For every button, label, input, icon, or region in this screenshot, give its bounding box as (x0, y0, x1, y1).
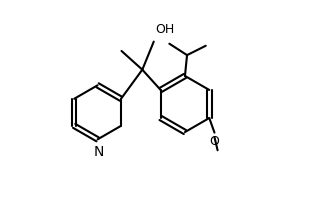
Text: OH: OH (155, 23, 174, 36)
Text: O: O (210, 135, 220, 148)
Text: N: N (93, 145, 104, 158)
